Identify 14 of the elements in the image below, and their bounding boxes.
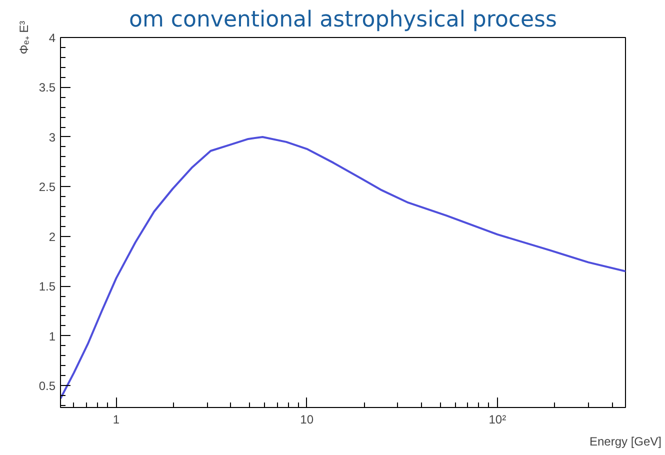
y-tick-label: 4 <box>48 31 56 45</box>
y-tick-label: 2.5 <box>38 180 56 194</box>
y-tick-label: 1 <box>48 329 56 344</box>
y-tick-label: 3 <box>48 130 56 144</box>
y-tick-label: 1.5 <box>38 280 56 294</box>
y-tick-label: 2 <box>48 230 56 244</box>
x-tick-label: 10² <box>488 412 506 426</box>
y-tick-label: 0.5 <box>38 379 56 394</box>
chart-title: om conventional astrophysical process <box>129 8 557 32</box>
x-tick-label: 1 <box>112 412 120 426</box>
y-tick-label: 3.5 <box>38 80 56 95</box>
x-tick-label: 10 <box>300 412 314 426</box>
x-axis-title: Energy [GeV] <box>589 434 662 448</box>
y-axis-title: Φₑ₊ E³ <box>16 20 31 54</box>
